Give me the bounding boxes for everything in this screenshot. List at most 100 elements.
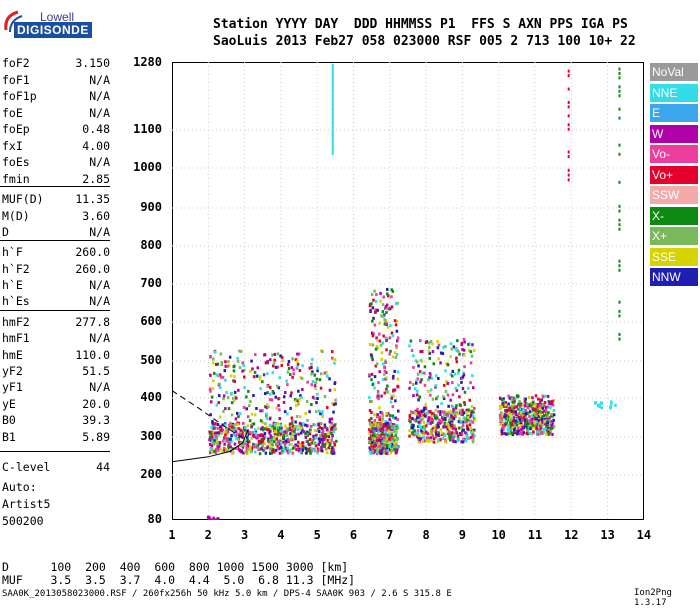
param-value: N/A [89, 331, 110, 345]
echo-point [435, 426, 438, 430]
echo-point [544, 409, 548, 413]
echo-point [513, 424, 517, 428]
x-tick-label: 10 [491, 528, 506, 542]
echo-point [293, 430, 296, 434]
echo-point [447, 426, 451, 430]
echo-point [381, 341, 385, 345]
echo-point [266, 426, 269, 429]
echo-point [378, 321, 381, 325]
echo-point [310, 447, 314, 451]
echo-point [217, 433, 220, 437]
echo-point [467, 436, 470, 440]
echo-point [212, 424, 215, 428]
echo-point [270, 398, 274, 402]
echo-point [286, 427, 289, 431]
y-tick-label: 600 [140, 314, 162, 328]
echo-point [436, 416, 439, 420]
echo-point [272, 449, 275, 453]
echo-point [416, 416, 419, 420]
echo-point [390, 431, 394, 435]
echo-point [210, 444, 213, 448]
echo-point [462, 420, 465, 424]
echo-point [618, 264, 621, 268]
y-tick-label: 1100 [133, 122, 162, 136]
echo-point [212, 441, 215, 445]
echo-point [504, 416, 508, 420]
echo-point [232, 432, 236, 436]
echo-point [467, 386, 470, 390]
echo-point [278, 426, 282, 430]
echo-point [375, 434, 379, 438]
echo-point [546, 394, 550, 398]
echo-point [525, 426, 529, 430]
echo-point [416, 377, 419, 381]
echo-point [381, 440, 384, 444]
echo-point [470, 412, 473, 416]
echo-point [534, 394, 538, 398]
echo-point [304, 423, 307, 427]
echo-point [310, 383, 313, 387]
echo-point [214, 518, 218, 520]
echo-point [537, 397, 540, 401]
echo-point [375, 336, 378, 340]
echo-point [274, 422, 277, 426]
echo-point [393, 388, 397, 392]
echo-point [308, 437, 312, 441]
echo-point [232, 379, 235, 383]
echo-point [469, 381, 472, 385]
echo-point [249, 369, 252, 373]
echo-point [331, 135, 334, 142]
echo-point [266, 391, 269, 395]
echo-point [415, 379, 418, 383]
echo-point [614, 403, 617, 407]
echo-point [471, 420, 475, 424]
echo-point [216, 431, 219, 435]
param-value: 5.89 [82, 430, 110, 444]
echo-point [396, 336, 400, 340]
echo-point [444, 440, 447, 444]
echo-point [394, 356, 398, 359]
echo-point [383, 322, 387, 326]
echo-point [388, 432, 391, 436]
echo-point [282, 433, 286, 437]
param-separator [0, 186, 110, 187]
echo-point [223, 446, 226, 450]
echo-point [378, 435, 381, 439]
echo-point [548, 406, 552, 409]
echo-point [246, 438, 249, 442]
echo-point [395, 353, 399, 356]
echo-point [371, 423, 374, 427]
echo-point [278, 417, 281, 420]
echo-point [417, 440, 421, 444]
echo-point [386, 425, 389, 429]
echo-point [294, 437, 297, 441]
echo-point [618, 89, 621, 93]
echo-point [423, 365, 427, 369]
echo-point [304, 436, 308, 439]
echo-point [226, 396, 230, 400]
param-row: fmin 2.85 [2, 172, 110, 188]
echo-point [376, 425, 380, 429]
echo-point [423, 406, 426, 410]
echo-point [378, 415, 382, 419]
echo-point [383, 391, 386, 395]
echo-point [252, 433, 255, 437]
echo-point [413, 431, 416, 434]
echo-point [540, 403, 544, 407]
echo-point [452, 431, 456, 435]
echo-point [534, 404, 537, 408]
echo-point [416, 410, 420, 414]
echo-point [543, 409, 546, 413]
echo-point [382, 295, 385, 299]
echo-point [429, 340, 433, 343]
echo-point [447, 432, 451, 436]
echo-point [509, 416, 512, 420]
echo-point [379, 343, 383, 347]
echo-point [451, 369, 454, 373]
echo-point [543, 401, 547, 404]
echo-point [528, 410, 532, 414]
echo-point [222, 448, 226, 452]
param-value: N/A [89, 73, 110, 87]
echo-point [618, 209, 621, 213]
echo-point [371, 426, 374, 430]
